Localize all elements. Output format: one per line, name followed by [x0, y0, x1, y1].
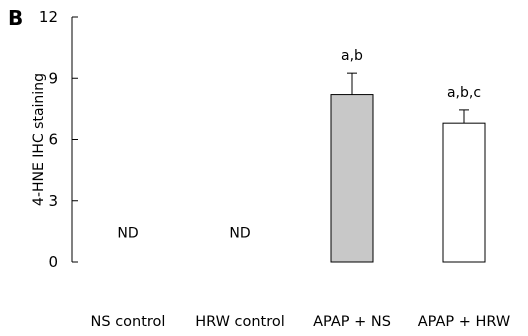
category-label: APAP + HRW — [418, 314, 511, 330]
y-tick-label: 6 — [48, 131, 58, 149]
labels: ND NS control ND HRW control a,b APAP + NS a,b… — [91, 48, 511, 330]
bar-annotation: ND — [117, 226, 138, 242]
y-tick-label: 3 — [48, 192, 58, 210]
bar-annotation: a,b,c — [447, 85, 481, 101]
y-tick-label: 0 — [48, 253, 58, 271]
category-label: HRW control — [195, 314, 285, 330]
category-label: APAP + NS — [313, 314, 391, 330]
category-label: NS control — [91, 314, 166, 330]
y-tick-label: 12 — [39, 8, 58, 26]
axes: 0 3 6 9 12 4-HNE IHC staining — [31, 8, 78, 271]
bar — [442, 122, 486, 263]
y-tick-label: 9 — [48, 69, 58, 87]
bar-annotation: a,b — [341, 48, 363, 64]
y-axis-title: 4-HNE IHC staining — [31, 73, 47, 206]
bar-annotation: ND — [229, 226, 250, 242]
panel-letter: B — [8, 6, 24, 30]
bar — [330, 94, 374, 263]
bars — [330, 72, 486, 263]
